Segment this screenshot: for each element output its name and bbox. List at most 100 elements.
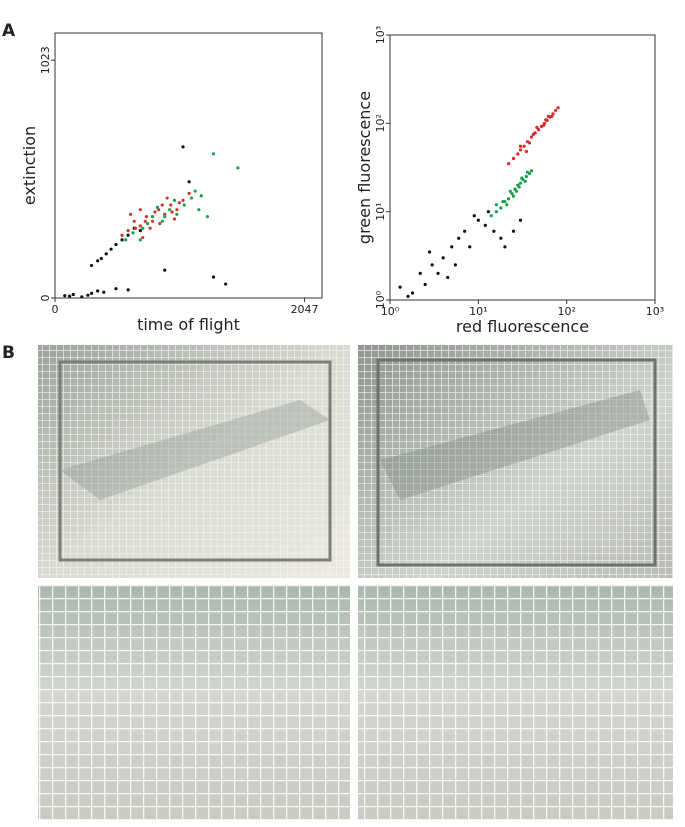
point — [517, 185, 521, 189]
point — [114, 287, 118, 291]
x-tick-label: 10¹ — [469, 305, 487, 318]
plot-frame — [389, 34, 656, 301]
point — [168, 208, 172, 212]
point — [131, 231, 135, 235]
point — [527, 141, 532, 145]
x-axis-label: time of flight — [137, 315, 240, 334]
point — [501, 200, 505, 204]
point — [128, 212, 133, 216]
point — [427, 250, 432, 254]
point — [224, 282, 228, 286]
point — [169, 203, 173, 207]
point — [446, 275, 450, 280]
point — [175, 212, 179, 216]
point — [141, 235, 145, 240]
point — [133, 226, 138, 230]
y-axis-label: green fluorescence — [355, 91, 374, 244]
point — [199, 194, 203, 198]
point — [150, 215, 155, 219]
point — [520, 176, 524, 180]
point — [236, 166, 240, 170]
point — [511, 156, 516, 161]
point — [468, 245, 472, 249]
point — [132, 219, 136, 223]
point — [211, 152, 216, 156]
point — [522, 144, 526, 148]
point — [175, 208, 179, 212]
point — [508, 189, 512, 193]
point — [89, 291, 94, 295]
plot-frame — [54, 32, 323, 299]
x-tick-label: 10² — [557, 305, 575, 318]
point — [126, 288, 130, 292]
point — [516, 152, 520, 156]
point — [463, 229, 467, 233]
point — [120, 233, 124, 237]
point — [197, 208, 201, 212]
point — [163, 268, 167, 272]
point — [141, 226, 145, 230]
photo-mesh-bottom-left — [38, 585, 350, 820]
panel-label: B — [2, 343, 15, 363]
point — [453, 263, 457, 267]
point — [163, 212, 167, 216]
point — [165, 196, 169, 200]
point — [398, 285, 402, 289]
point — [150, 219, 155, 223]
point — [86, 293, 90, 297]
point — [102, 290, 106, 294]
point — [124, 238, 128, 242]
point — [211, 275, 216, 279]
point — [172, 217, 177, 221]
point — [524, 174, 528, 179]
point — [544, 118, 548, 122]
point — [506, 162, 511, 166]
point — [143, 219, 147, 223]
point — [529, 169, 534, 173]
point — [554, 108, 558, 113]
point — [163, 215, 167, 219]
point — [511, 194, 516, 198]
point — [546, 114, 550, 118]
y-tick-label: 10² — [374, 114, 387, 132]
point — [511, 229, 516, 233]
point — [535, 125, 539, 129]
point — [160, 219, 164, 223]
point — [126, 228, 130, 233]
point — [506, 197, 511, 201]
point — [518, 144, 523, 148]
point — [483, 223, 487, 227]
point — [153, 210, 157, 214]
point — [181, 145, 185, 149]
point — [148, 226, 152, 230]
point — [499, 236, 503, 240]
x-tick-label: 0 — [52, 303, 59, 316]
point — [80, 295, 84, 299]
y-tick-label: 0 — [39, 295, 52, 302]
point — [126, 233, 130, 237]
point — [71, 292, 75, 297]
point — [523, 179, 527, 184]
point — [536, 127, 541, 132]
point — [457, 236, 461, 240]
point — [146, 222, 150, 226]
x-tick-label: 10³ — [646, 305, 664, 318]
panel-label: A — [2, 21, 16, 41]
point — [68, 294, 72, 298]
point — [430, 263, 434, 267]
y-tick-label: 10⁰ — [374, 290, 387, 309]
point — [505, 203, 509, 207]
point — [63, 294, 67, 298]
point — [510, 192, 514, 196]
point — [542, 123, 546, 127]
x-axis-label: red fluorescence — [456, 317, 589, 336]
point — [518, 148, 523, 152]
point — [170, 210, 174, 214]
point — [155, 205, 160, 209]
point — [189, 196, 194, 200]
point — [556, 106, 560, 110]
point — [503, 245, 507, 249]
point — [476, 218, 480, 222]
x-tick-label: 2047 — [291, 303, 319, 316]
